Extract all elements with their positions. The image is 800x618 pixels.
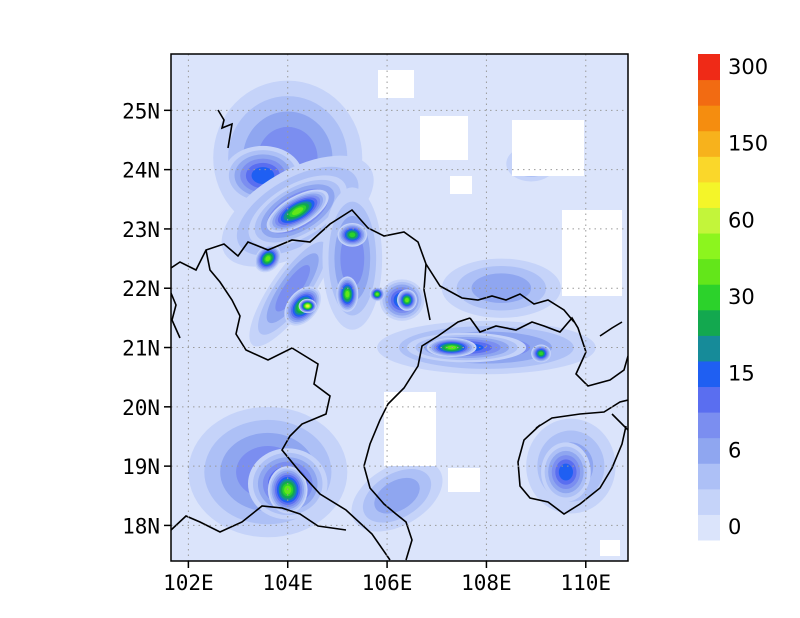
x-tick-label: 106E [362, 571, 413, 595]
gridlines [171, 54, 628, 561]
plot-frame [170, 53, 629, 562]
colorbar-swatch [698, 437, 720, 464]
y-tick-label: 18N [122, 514, 160, 538]
precip-contour [292, 207, 304, 216]
colorbar-label: 6 [728, 438, 741, 462]
colorbar-swatch [698, 412, 720, 439]
precip-contour [306, 305, 309, 308]
y-tick-label: 25N [122, 99, 160, 123]
colorbar-swatch [698, 181, 720, 208]
no-data-patches [378, 70, 622, 556]
colorbar-swatch [698, 79, 720, 106]
colorbar-swatch [698, 335, 720, 362]
precip-blob [336, 276, 359, 312]
precip-contour [375, 292, 379, 296]
x-tick-label: 108E [461, 571, 512, 595]
precip-contour [405, 298, 409, 303]
colorbar-swatch [698, 309, 720, 336]
colorbar-label: 300 [728, 55, 768, 79]
x-tick-label: 102E [163, 571, 214, 595]
colorbar-label: 0 [728, 515, 741, 539]
colorbar-label: 15 [728, 362, 755, 386]
x-tick-label: 104E [262, 571, 313, 595]
x-tick-label: 110E [560, 571, 611, 595]
colorbar-label: 150 [728, 132, 768, 156]
colorbar-label: 60 [728, 208, 755, 232]
colorbar-label: 30 [728, 285, 755, 309]
colorbar-swatch [698, 54, 720, 81]
precip-blob [541, 442, 591, 502]
y-tick-label: 23N [122, 218, 160, 242]
colorbar-swatch [698, 258, 720, 285]
precip-blob [351, 460, 443, 532]
coastlines-borders [171, 109, 628, 561]
precip-blob [397, 289, 417, 311]
precip-contour [349, 232, 356, 238]
precip-contour [251, 167, 275, 185]
precip-blob [254, 244, 282, 273]
colorbar-swatch [698, 360, 720, 388]
precip-blob [531, 344, 552, 363]
precip-contour [265, 256, 271, 262]
colorbar-swatch [698, 233, 720, 260]
colorbar-swatch [698, 130, 720, 157]
colorbar-swatch [698, 514, 720, 541]
colorbar-swatch [698, 488, 720, 515]
colorbar-swatch [698, 284, 720, 311]
precip-contour [558, 463, 574, 481]
colorbar-swatch [698, 105, 720, 132]
colorbar: 0 6 15 30 60 150 300 [698, 54, 768, 541]
precip-blob [369, 287, 385, 302]
colorbar-swatch [698, 156, 720, 183]
precip-blob [266, 189, 329, 233]
precip-contour [345, 290, 350, 298]
y-tick-label: 22N [122, 277, 160, 301]
precip-blob [337, 223, 368, 247]
precip-contour [539, 351, 544, 356]
colorbar-swatch [698, 386, 720, 413]
axis-ticks: 102E 104E 106E 108E 110E 18N 19N 20N 21N 22N 23N 24… [122, 99, 611, 595]
colorbar-swatch [698, 207, 720, 234]
y-tick-label: 24N [122, 159, 160, 183]
precip-blob [298, 298, 317, 314]
y-tick-label: 20N [122, 396, 160, 420]
y-tick-label: 19N [122, 455, 160, 479]
colorbar-swatch [698, 463, 720, 490]
y-tick-label: 21N [122, 337, 160, 361]
